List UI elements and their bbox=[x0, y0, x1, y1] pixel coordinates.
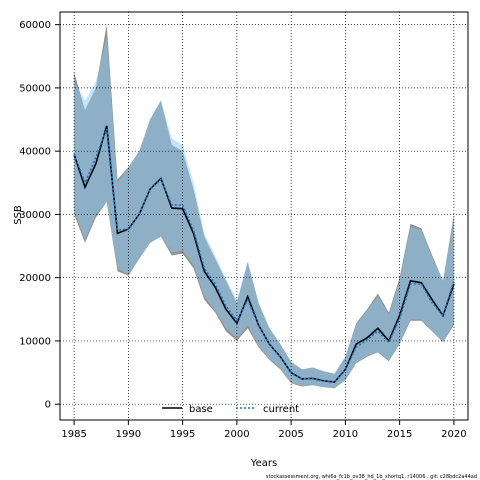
x-tick-label: 2015 bbox=[387, 429, 412, 440]
x-tick-label: 2000 bbox=[224, 429, 249, 440]
series-lines bbox=[73, 125, 455, 383]
legend-label-current: current bbox=[263, 404, 299, 415]
plot-frame bbox=[59, 11, 469, 421]
series-line-current bbox=[73, 128, 455, 383]
y-tick-label: 40000 bbox=[19, 147, 51, 158]
band-current bbox=[74, 37, 454, 389]
confidence-bands bbox=[74, 24, 454, 389]
x-axis-label: Years bbox=[250, 458, 277, 469]
y-tick-label: 0 bbox=[45, 400, 51, 411]
x-axis-ticks: 1985 1990 1995 2000 2005 2010 2015 2020 bbox=[61, 420, 467, 440]
y-tick-label: 20000 bbox=[19, 273, 51, 284]
y-tick-label: 50000 bbox=[19, 83, 51, 94]
x-tick-label: 1990 bbox=[116, 429, 141, 440]
x-tick-label: 2020 bbox=[441, 429, 466, 440]
legend-label-base: base bbox=[189, 404, 213, 415]
y-tick-label: 60000 bbox=[19, 20, 51, 31]
y-tick-label: 10000 bbox=[19, 336, 51, 347]
grid-lines bbox=[60, 12, 468, 420]
x-tick-label: 1985 bbox=[61, 429, 86, 440]
legend: base current bbox=[162, 404, 299, 415]
y-axis-label: SSB bbox=[13, 205, 24, 225]
x-tick-label: 2005 bbox=[278, 429, 303, 440]
y-axis-ticks: 0 10000 20000 30000 40000 50000 60000 bbox=[19, 20, 60, 411]
footnote: stockassessment.org, whi6a_fc1b_ov38_hd_… bbox=[266, 474, 477, 480]
x-tick-label: 2010 bbox=[333, 429, 358, 440]
y-tick-label: 30000 bbox=[19, 210, 51, 221]
x-tick-label: 1995 bbox=[170, 429, 195, 440]
